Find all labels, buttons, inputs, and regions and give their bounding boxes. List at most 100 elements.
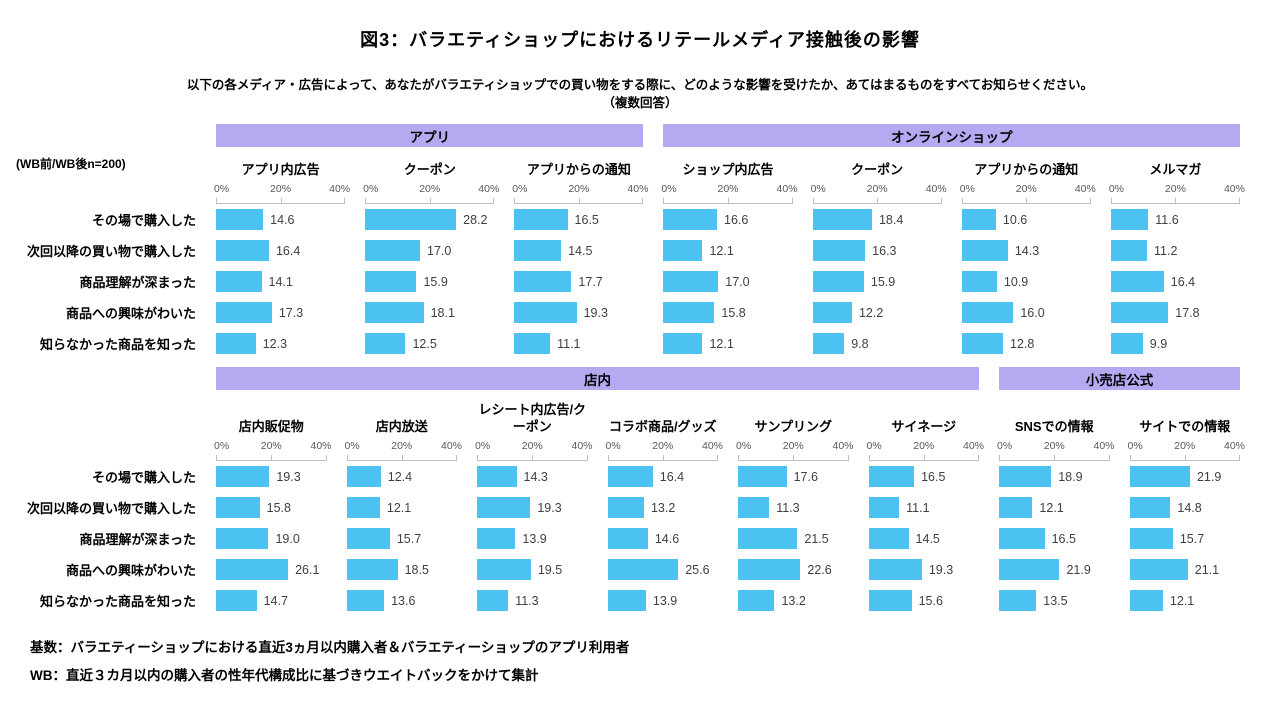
category-label: その場で購入した — [91, 213, 196, 229]
bar — [999, 466, 1052, 488]
bar-row: 19.3 — [868, 554, 980, 585]
axis-tick — [738, 455, 739, 461]
bar-row: 15.9 — [365, 266, 494, 297]
bar — [961, 302, 1014, 324]
axis-tick-label: 0% — [344, 440, 360, 453]
value-label: 16.6 — [724, 212, 749, 227]
axis-line — [514, 198, 644, 205]
bar-row: 17.7 — [514, 266, 643, 297]
bar-row: 14.8 — [1129, 492, 1241, 523]
value-label: 11.6 — [1155, 212, 1179, 227]
axis-tick — [793, 455, 795, 461]
axis-tick-label: 40% — [1074, 183, 1096, 196]
chart-title: クーポン — [403, 162, 456, 178]
axis-tick-label: 20% — [1174, 440, 1196, 453]
value-label: 16.5 — [921, 469, 946, 484]
axis-tick-labels: 0% 20% 40% — [214, 440, 332, 453]
axis-tick — [493, 198, 495, 204]
value-label: 14.3 — [1014, 243, 1040, 258]
category-label: 商品理解が深まった — [79, 532, 196, 548]
bar-row: 10.9 — [961, 266, 1091, 297]
axis-tick — [401, 455, 403, 461]
sample-size-note: (WB前/WB後n=200) — [16, 156, 126, 171]
value-axis: 0% 20% 40% — [811, 183, 947, 205]
axis-line — [1129, 455, 1240, 462]
value-label: 26.1 — [295, 562, 320, 577]
bar — [346, 590, 385, 612]
axis-tick-label: 40% — [1093, 440, 1115, 453]
value-label: 15.7 — [1179, 531, 1205, 546]
axis-line — [607, 455, 718, 462]
axis-tick — [1238, 198, 1240, 204]
bar — [1129, 590, 1163, 612]
value-label: 14.3 — [523, 469, 548, 484]
chart-title: 店内販促物 — [238, 419, 304, 435]
value-axis: 0% 20% 40% — [214, 440, 332, 462]
chart-title: サイトでの情報 — [1139, 419, 1231, 435]
axis-tick — [940, 198, 942, 204]
axis-tick — [923, 455, 925, 461]
axis-tick-label: 20% — [1043, 440, 1065, 453]
axis-tick-label: 0% — [475, 440, 491, 453]
bar-row: 9.8 — [812, 328, 942, 359]
axis-tick-labels: 0% 20% 40% — [363, 183, 499, 196]
bar-row: 15.7 — [1129, 523, 1241, 554]
bar — [514, 333, 551, 355]
bar — [514, 240, 562, 262]
value-label: 14.1 — [268, 274, 293, 289]
value-label: 16.3 — [872, 243, 897, 258]
bar-row: 15.8 — [216, 492, 327, 523]
bar-chart: 11.6 11.2 16.4 17.8 9.9 — [1110, 204, 1240, 359]
value-label: 14.5 — [915, 531, 940, 546]
bar-row: 12.1 — [663, 328, 792, 359]
bar — [1110, 302, 1169, 324]
axis-tick-label: 20% — [260, 440, 282, 453]
value-label: 19.3 — [583, 305, 608, 320]
axis-tick-label: 40% — [571, 440, 593, 453]
bar — [812, 240, 866, 262]
bar-chart: 14.3 19.3 13.9 19.5 11.3 — [477, 461, 588, 616]
bar-row: 15.8 — [663, 297, 792, 328]
axis-tick-labels: 0% 20% 40% — [344, 440, 463, 453]
bar — [477, 497, 531, 519]
bar-row: 11.3 — [738, 492, 849, 523]
bar-chart: 21.9 14.8 15.7 21.1 12.1 — [1129, 461, 1241, 616]
bar-row: 18.9 — [999, 461, 1110, 492]
bar — [216, 240, 269, 262]
axis-tick-label: 20% — [568, 183, 590, 196]
section-band: オンラインショップ — [663, 124, 1240, 148]
bar — [1110, 271, 1164, 293]
value-axis: 0% 20% 40% — [997, 440, 1115, 462]
bar — [477, 466, 517, 488]
bar — [216, 590, 257, 612]
chart-title: アプリからの通知 — [526, 162, 631, 178]
axis-tick — [477, 455, 478, 461]
axis-tick-labels: 0% 20% 40% — [960, 183, 1096, 196]
subtitle-line1: 以下の各メディア・広告によって、あなたがバラエティショップでの買い物をする際に、… — [186, 78, 1094, 92]
axis-tick — [280, 198, 282, 204]
axis-tick-labels: 0% 20% 40% — [605, 440, 724, 453]
value-label: 12.8 — [1010, 336, 1035, 351]
bar — [738, 497, 770, 519]
axis-tick — [1184, 455, 1186, 461]
bar-row: 13.9 — [607, 585, 719, 616]
axis-tick — [514, 198, 516, 204]
value-axis: 0% 20% 40% — [736, 440, 854, 462]
value-label: 17.8 — [1175, 305, 1200, 320]
bar — [961, 240, 1008, 262]
value-label: 12.5 — [412, 336, 437, 351]
bar-row: 16.3 — [812, 235, 942, 266]
bar — [961, 333, 1004, 355]
axis-tick-label: 0% — [1108, 183, 1125, 196]
axis-tick-label: 0% — [605, 440, 621, 453]
axis-tick-labels: 0% 20% 40% — [661, 183, 797, 196]
bar-row: 17.0 — [365, 235, 494, 266]
bar-row: 17.6 — [738, 461, 849, 492]
footer-line2: WB：直近３カ月以内の購入者の性年代構成比に基づきウエイトバックをかけて集計 — [30, 667, 539, 683]
bar — [365, 271, 417, 293]
axis-tick-label: 40% — [832, 440, 854, 453]
bar-row: 18.1 — [365, 297, 494, 328]
bar — [216, 209, 264, 231]
bar — [961, 209, 996, 231]
